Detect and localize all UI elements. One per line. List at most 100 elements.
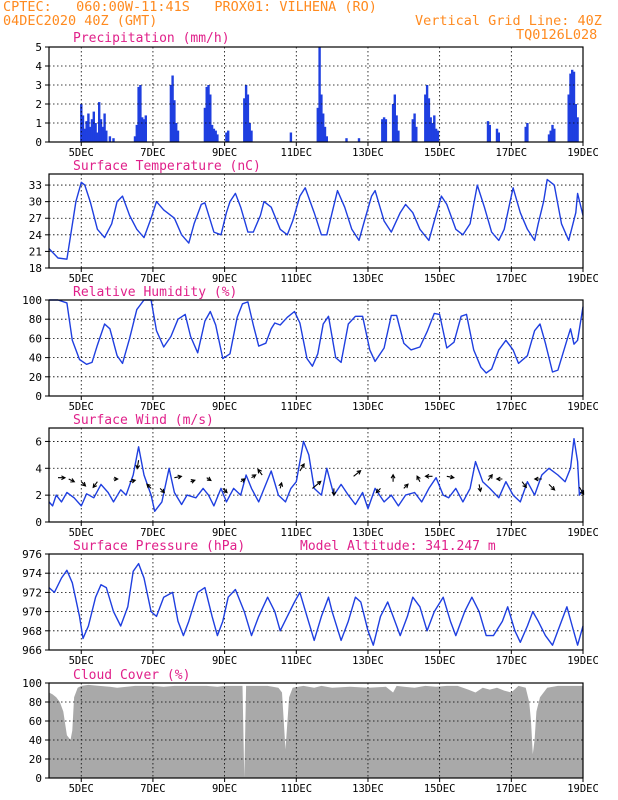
- precip-bar: [322, 113, 325, 142]
- precip-bar: [133, 136, 137, 142]
- precip-bar: [325, 136, 328, 142]
- precip-bar: [175, 123, 178, 142]
- y-tick-label: 2: [35, 98, 42, 111]
- precip-bar: [101, 126, 104, 142]
- precip-bar: [96, 132, 99, 142]
- x-tick-label: 19DEC: [567, 783, 599, 795]
- x-tick-label: 7DEC: [140, 655, 165, 667]
- wind-arrow: [222, 488, 228, 494]
- wind-arrow: [487, 473, 493, 481]
- header-location: CPTEC: 060:00W-11:41S PROX01: VILHENA (R…: [3, 0, 377, 15]
- precip-bar: [98, 102, 101, 142]
- precip-bar: [99, 119, 103, 142]
- precip-bar: [569, 73, 572, 142]
- precipitation-frame: [48, 46, 584, 143]
- x-tick-label: 15DEC: [424, 273, 456, 285]
- header-datetime: 04DEC2020 40Z (GMT): [3, 13, 158, 29]
- precipitation-title: Precipitation (mm/h): [73, 31, 230, 46]
- y-tick-label: 18: [29, 262, 42, 275]
- y-tick-label: 974: [22, 567, 42, 580]
- precip-bar: [424, 94, 427, 142]
- x-tick-label: 5DEC: [69, 273, 94, 285]
- y-tick-label: 2: [35, 489, 42, 502]
- precip-bar: [567, 94, 570, 142]
- precip-bar: [395, 115, 398, 142]
- y-tick-label: 4: [35, 60, 42, 73]
- x-tick-label: 15DEC: [424, 401, 456, 413]
- x-tick-label: 15DEC: [424, 527, 456, 539]
- x-tick-label: 11DEC: [280, 527, 312, 539]
- y-tick-label: 3: [35, 79, 42, 92]
- precip-bar: [90, 119, 94, 142]
- y-tick-label: 976: [22, 548, 42, 561]
- pressure-frame: [48, 553, 584, 651]
- wind-arrow: [446, 474, 455, 480]
- wind-arrow: [240, 478, 246, 483]
- y-tick-label: 968: [22, 625, 42, 638]
- precip-bar: [384, 119, 388, 142]
- temperature-panel: 18 21 24 27 30 33 5DEC 7DEC 9DEC 11DEC 13DEC 15DEC 1…: [29, 159, 599, 285]
- precip-bar: [246, 94, 250, 142]
- precip-bar: [87, 113, 90, 142]
- wind-arrow: [312, 480, 322, 489]
- precip-bar: [434, 128, 438, 142]
- precip-bar: [549, 130, 552, 142]
- precip-bar: [572, 71, 576, 142]
- wind-arrow: [521, 481, 527, 489]
- precip-bar: [203, 107, 207, 142]
- y-tick-label: 966: [22, 644, 42, 657]
- precip-bar: [526, 123, 529, 142]
- precip-bar: [495, 128, 499, 142]
- precip-bar: [227, 130, 230, 142]
- wind-arrow: [135, 460, 141, 470]
- x-tick-label: 7DEC: [140, 401, 165, 413]
- precip-bar: [108, 136, 112, 142]
- header-grid-note: Vertical Grid Line: 40Z: [415, 13, 602, 29]
- precip-bar: [92, 111, 95, 142]
- precip-bar: [225, 132, 228, 142]
- precip-bar: [415, 126, 418, 142]
- x-tick-label: 5DEC: [69, 401, 94, 413]
- x-tick-label: 13DEC: [352, 147, 384, 159]
- precip-bar: [176, 130, 180, 142]
- x-tick-label: 17DEC: [496, 655, 528, 667]
- x-tick-label: 7DEC: [140, 527, 165, 539]
- precip-bar: [141, 117, 144, 142]
- precip-bar: [244, 85, 248, 142]
- x-tick-label: 9DEC: [212, 147, 237, 159]
- x-tick-label: 15DEC: [424, 147, 456, 159]
- humidity-frame: [48, 299, 584, 397]
- x-tick-label: 17DEC: [496, 527, 528, 539]
- precip-bar: [413, 113, 416, 142]
- humidity-panel: 0 20 40 60 80 100 5DEC 7DEC 9DEC 11DEC 13DEC 15DEC 1…: [22, 285, 599, 413]
- precip-bar: [212, 128, 216, 142]
- precip-bar: [357, 138, 361, 142]
- wind-arrow: [206, 476, 212, 482]
- precip-bar: [209, 94, 212, 142]
- wind-arrow: [159, 488, 166, 494]
- x-tick-label: 17DEC: [496, 273, 528, 285]
- y-tick-label: 27: [29, 212, 42, 225]
- y-tick-label: 33: [29, 179, 42, 192]
- x-tick-label: 19DEC: [567, 401, 599, 413]
- y-tick-label: 0: [35, 772, 42, 785]
- y-tick-label: 100: [22, 677, 42, 690]
- x-tick-label: 13DEC: [352, 527, 384, 539]
- x-tick-label: 13DEC: [352, 273, 384, 285]
- precip-bar: [112, 138, 115, 142]
- temperature-line: [48, 178, 584, 260]
- x-tick-label: 19DEC: [567, 147, 599, 159]
- y-tick-label: 20: [29, 753, 42, 766]
- wind-arrow: [80, 481, 87, 487]
- cloud-cover-area: [49, 684, 583, 778]
- precip-bar: [103, 113, 106, 142]
- precip-bar: [318, 47, 321, 142]
- pressure-panel: 966 968 970 972 974 976 5DEC 7DEC 9DEC 11DEC 13DEC…: [22, 539, 599, 667]
- precip-bar: [345, 138, 348, 142]
- x-tick-label: 11DEC: [280, 655, 312, 667]
- precip-bar: [210, 124, 214, 142]
- x-tick-label: 7DEC: [140, 783, 165, 795]
- wind-arrow: [416, 475, 421, 482]
- y-tick-label: 60: [29, 332, 42, 345]
- cloud-cover-title: Cloud Cover (%): [73, 668, 190, 683]
